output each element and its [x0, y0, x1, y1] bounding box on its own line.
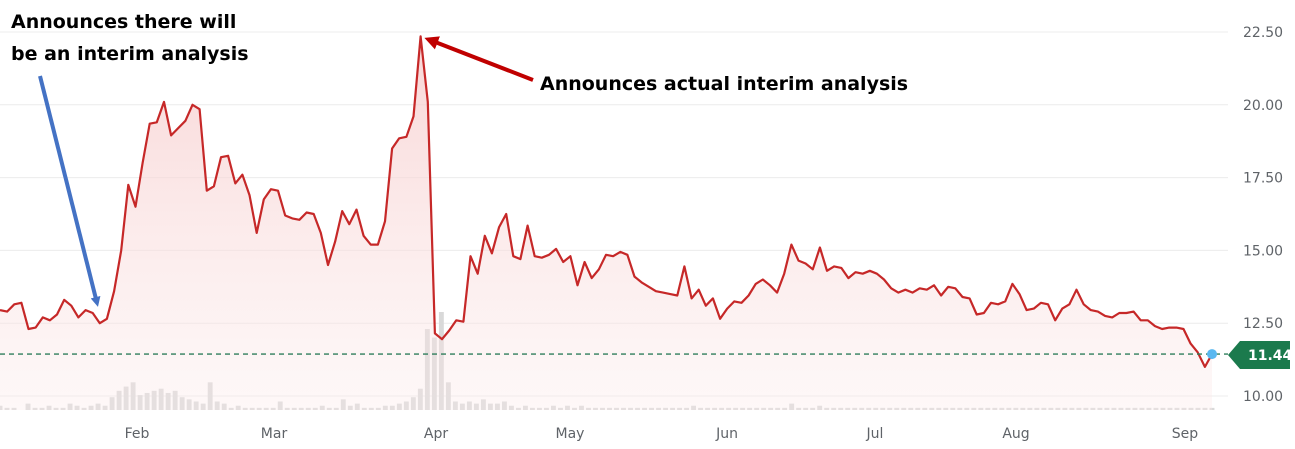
last-price-marker	[1207, 349, 1217, 360]
y-tick-label: 10.00	[1243, 389, 1283, 405]
x-tick-label: Jun	[715, 426, 738, 442]
y-tick-label: 22.50	[1243, 25, 1283, 41]
x-tick-label: Apr	[424, 426, 448, 442]
annotation-interim-actual-text: Announces actual interim analysis	[540, 73, 908, 95]
x-tick-label: Mar	[261, 426, 288, 442]
price-area-fill	[0, 36, 1212, 411]
x-tick-label: Jul	[866, 426, 884, 442]
last-price-badge-shape	[1228, 341, 1290, 369]
x-tick-label: Feb	[125, 426, 150, 442]
x-tick-label: May	[556, 426, 585, 442]
y-tick-label: 12.50	[1243, 316, 1283, 332]
annotation-interim-announced-line2: be an interim analysis	[11, 43, 249, 65]
y-axis: 22.50 20.00 17.50 15.00 12.50 10.00	[1243, 25, 1283, 405]
annotation-red-arrow	[424, 36, 534, 82]
y-tick-label: 17.50	[1243, 171, 1283, 187]
price-line	[0, 35, 1213, 368]
last-price-label: 11.44	[1248, 348, 1293, 364]
y-tick-label: 15.00	[1243, 243, 1283, 259]
annotation-interim-announced-line1: Announces there will	[11, 11, 236, 33]
x-axis: Feb Mar Apr May Jun Jul Aug Sep	[125, 426, 1199, 442]
annotation-interim-actual: Announces actual interim analysis	[424, 36, 908, 95]
x-tick-label: Aug	[1002, 426, 1029, 442]
x-tick-label: Sep	[1172, 426, 1199, 442]
last-price-badge: 11.44	[1228, 341, 1293, 369]
annotation-blue-arrow	[38, 75, 101, 307]
annotation-interim-announced: Announces there will be an interim analy…	[11, 11, 249, 307]
y-tick-label: 20.00	[1243, 98, 1283, 114]
